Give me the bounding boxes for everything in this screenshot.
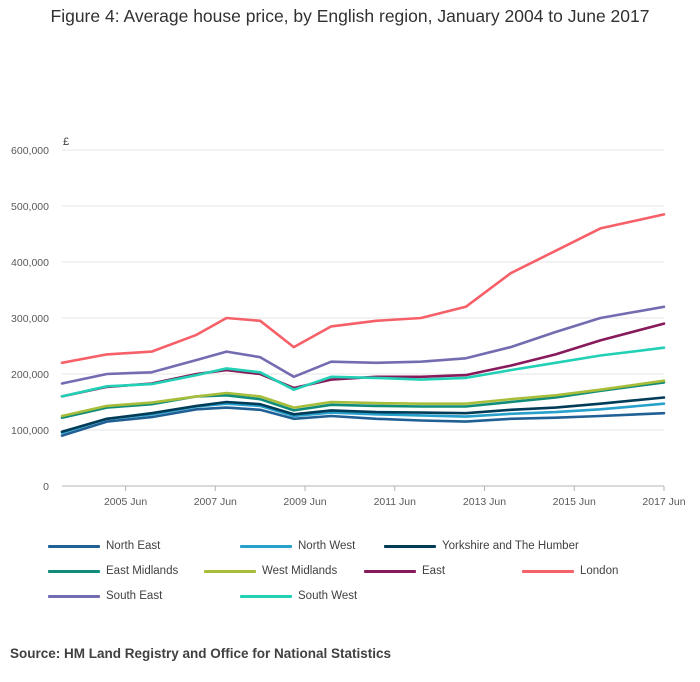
legend-swatch — [384, 544, 436, 548]
y-tick-label: 600,000 — [11, 145, 49, 157]
legend-item-east-midlands: East Midlands — [48, 565, 178, 577]
x-axis-ticks: 2005 Jun 2007 Jun 2009 Jun 2011 Jun 2013 Jun… — [104, 486, 686, 508]
legend-label: West Midlands — [262, 565, 338, 577]
series-lines — [60, 213, 666, 437]
y-tick-label: 400,000 — [11, 257, 49, 269]
legend-swatch — [48, 569, 100, 573]
legend-item-north-east: North East — [48, 540, 160, 552]
gridlines — [62, 149, 664, 487]
line-chart: 0 100,000 200,000 300,000 400,000 500,000 600,… — [11, 145, 686, 508]
legend-label: East — [422, 565, 446, 577]
series-line-west-midlands — [60, 379, 666, 418]
legend-label: South West — [298, 590, 358, 602]
x-tick-label: 2017 Jun — [642, 496, 685, 508]
legend-label: East Midlands — [106, 565, 179, 577]
chart-title: Figure 4: Average house price, by Englis… — [50, 6, 650, 26]
y-axis-ticks: 0 100,000 200,000 300,000 400,000 500,000 600,… — [11, 145, 49, 493]
legend-swatch — [522, 569, 574, 573]
y-tick-label: 200,000 — [11, 369, 49, 381]
legend-swatch — [240, 594, 292, 598]
x-tick-label: 2013 Jun — [463, 496, 506, 508]
x-tick-label: 2015 Jun — [553, 496, 596, 508]
legend-swatch — [48, 544, 100, 548]
legend-swatch — [204, 569, 256, 573]
legend-label: Yorkshire and The Humber — [442, 540, 579, 552]
legend-item-east: East — [364, 565, 445, 577]
legend-label: London — [580, 565, 619, 577]
x-tick-label: 2011 Jun — [374, 496, 417, 508]
series-line-south-west — [60, 346, 666, 398]
x-tick-label: 2009 Jun — [283, 496, 326, 508]
legend-item-north-west: North West — [240, 540, 355, 552]
legend-item-south-east: South East — [48, 590, 162, 602]
legend-item-yorkshire-and-the-humber: Yorkshire and The Humber — [384, 540, 579, 552]
series-line-london — [60, 213, 666, 365]
y-tick-label: 300,000 — [11, 313, 49, 325]
x-tick-label: 2005 Jun — [104, 496, 147, 508]
legend-item-south-west: South West — [240, 590, 357, 602]
legend-swatch — [240, 544, 292, 548]
y-tick-label: 100,000 — [11, 425, 49, 437]
y-tick-label: 0 — [43, 481, 49, 493]
legend-label: North West — [298, 540, 356, 552]
y-axis-unit: £ — [63, 136, 70, 148]
y-tick-label: 500,000 — [11, 201, 49, 213]
x-tick-label: 2007 Jun — [194, 496, 237, 508]
series-line-north-east — [60, 406, 666, 437]
series-line-yorkshire-and-the-humber — [60, 396, 666, 434]
legend-label: North East — [106, 540, 161, 552]
series-line-south-east — [60, 305, 666, 385]
legend-swatch — [364, 569, 416, 573]
legend-item-london: London — [522, 565, 618, 577]
legend-swatch — [48, 594, 100, 598]
legend-label: South East — [106, 590, 163, 602]
source-note: Source: HM Land Registry and Office for … — [10, 646, 392, 661]
legend-item-west-midlands: West Midlands — [204, 565, 337, 577]
